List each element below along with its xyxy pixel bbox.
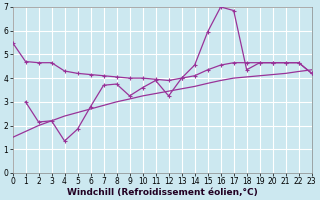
X-axis label: Windchill (Refroidissement éolien,°C): Windchill (Refroidissement éolien,°C) xyxy=(67,188,258,197)
